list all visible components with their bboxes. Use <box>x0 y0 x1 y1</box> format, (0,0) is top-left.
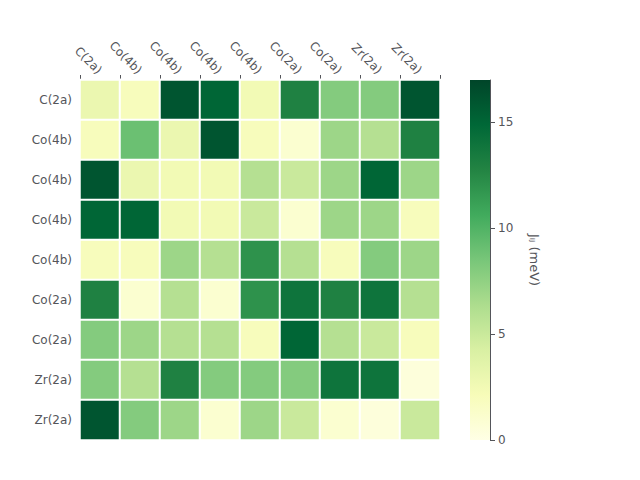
svg-text:Co(4b): Co(4b) <box>227 39 265 77</box>
svg-text:Co(4b): Co(4b) <box>187 39 225 77</box>
svg-text:5: 5 <box>498 327 506 341</box>
svg-text:Zr(2a): Zr(2a) <box>349 41 385 77</box>
svg-text:Co(2a): Co(2a) <box>32 333 72 347</box>
svg-text:Jᵢⱼ (meV): Jᵢⱼ (meV) <box>527 233 542 286</box>
svg-text:Co(4b): Co(4b) <box>32 173 72 187</box>
svg-text:Co(4b): Co(4b) <box>107 39 145 77</box>
svg-text:Co(4b): Co(4b) <box>32 133 72 147</box>
svg-text:Co(2a): Co(2a) <box>267 39 305 77</box>
svg-text:Co(4b): Co(4b) <box>32 213 72 227</box>
svg-text:Co(2a): Co(2a) <box>307 39 345 77</box>
svg-text:Zr(2a): Zr(2a) <box>34 413 72 427</box>
svg-text:0: 0 <box>498 433 506 447</box>
svg-text:10: 10 <box>498 221 513 235</box>
svg-text:C(2a): C(2a) <box>39 93 72 107</box>
svg-text:Co(4b): Co(4b) <box>147 39 185 77</box>
svg-text:C(2a): C(2a) <box>72 44 105 77</box>
svg-text:15: 15 <box>498 115 513 129</box>
svg-text:Co(4b): Co(4b) <box>32 253 72 267</box>
svg-text:Zr(2a): Zr(2a) <box>34 373 72 387</box>
svg-text:Zr(2a): Zr(2a) <box>389 41 425 77</box>
svg-text:Co(2a): Co(2a) <box>32 293 72 307</box>
